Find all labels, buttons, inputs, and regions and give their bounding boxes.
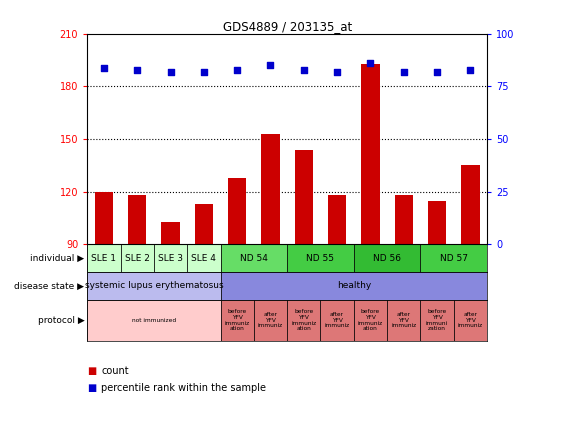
Text: ND 55: ND 55 [306,254,334,263]
Point [366,60,375,67]
Point [399,69,408,75]
Text: systemic lupus erythematosus: systemic lupus erythematosus [84,281,223,291]
Title: GDS4889 / 203135_at: GDS4889 / 203135_at [222,20,352,33]
Point [432,69,441,75]
Bar [320,300,354,341]
Bar [195,204,213,244]
Text: ND 54: ND 54 [240,254,268,263]
Bar [428,201,446,244]
Bar [354,244,421,272]
Bar [287,244,354,272]
Text: after
YFV
immuniz: after YFV immuniz [458,312,483,328]
Text: before
YFV
immuniz
ation: before YFV immuniz ation [225,309,250,331]
Bar [421,300,454,341]
Bar [87,244,120,272]
Bar [221,244,287,272]
Point [166,69,175,75]
Text: ■: ■ [87,383,96,393]
Bar [221,300,254,341]
Bar [454,300,487,341]
Text: SLE 1: SLE 1 [91,254,117,263]
Bar [287,300,320,341]
Text: after
YFV
immuniz: after YFV immuniz [324,312,350,328]
Bar [395,195,413,244]
Text: SLE 2: SLE 2 [125,254,150,263]
Text: ND 57: ND 57 [440,254,468,263]
Bar [328,195,346,244]
Text: before
YFV
immuniz
ation: before YFV immuniz ation [358,309,383,331]
Point [333,69,342,75]
Text: protocol ▶: protocol ▶ [38,316,84,324]
Point [133,66,142,73]
Bar [421,244,487,272]
Text: disease state ▶: disease state ▶ [15,281,84,291]
Bar [187,244,221,272]
Point [233,66,242,73]
Bar [87,272,221,300]
Text: individual ▶: individual ▶ [30,254,84,263]
Bar [461,165,480,244]
Text: ■: ■ [87,366,96,376]
Point [300,66,309,73]
Text: SLE 4: SLE 4 [191,254,216,263]
Bar [95,192,113,244]
Bar [387,300,421,341]
Bar [354,300,387,341]
Text: before
YFV
immuni
zation: before YFV immuni zation [426,309,448,331]
Point [199,69,208,75]
Point [466,66,475,73]
Text: not immunized: not immunized [132,318,176,323]
Bar [261,134,280,244]
Point [100,64,109,71]
Text: after
YFV
immuniz: after YFV immuniz [258,312,283,328]
Bar [228,178,247,244]
Bar [162,222,180,244]
Bar [87,300,221,341]
Point [266,62,275,69]
Bar [120,244,154,272]
Bar [361,64,379,244]
Text: healthy: healthy [337,281,371,291]
Text: before
YFV
immuniz
ation: before YFV immuniz ation [291,309,316,331]
Bar [221,272,487,300]
Bar [128,195,146,244]
Bar [254,300,287,341]
Bar [294,150,313,244]
Bar [154,244,187,272]
Text: after
YFV
immuniz: after YFV immuniz [391,312,417,328]
Text: percentile rank within the sample: percentile rank within the sample [101,383,266,393]
Text: count: count [101,366,129,376]
Text: ND 56: ND 56 [373,254,401,263]
Text: SLE 3: SLE 3 [158,254,183,263]
